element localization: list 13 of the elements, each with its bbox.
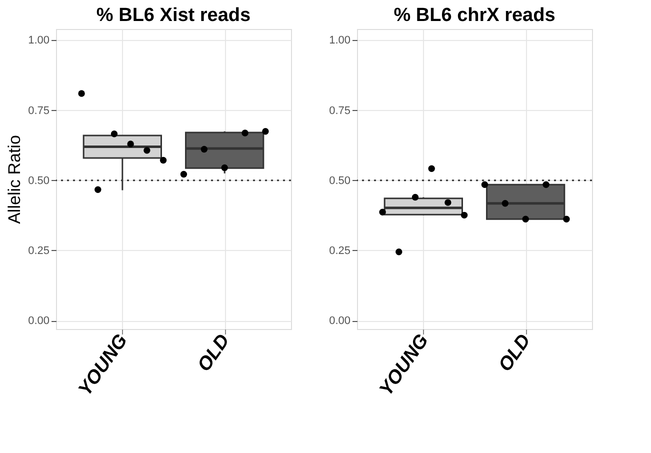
y-tick-label: 1.00 [329, 34, 350, 47]
y-tick-label: 0.75 [28, 104, 50, 117]
y-tick-label: 0.25 [329, 244, 350, 257]
y-axis-title: Allelic Ratio [5, 135, 24, 224]
y-tick-label: 0.00 [28, 315, 50, 328]
y-tick-label: 0.00 [329, 315, 350, 328]
y-tick-label: 1.00 [28, 34, 50, 47]
y-tick-label: 0.25 [28, 244, 50, 257]
chart-title: % BL6 Xist reads [96, 5, 251, 26]
y-tick-label: 0.50 [329, 174, 350, 187]
y-tick-label: 0.75 [329, 104, 350, 117]
chart-title: % BL6 chrX reads [394, 5, 556, 26]
y-tick-label: 0.50 [28, 174, 50, 187]
